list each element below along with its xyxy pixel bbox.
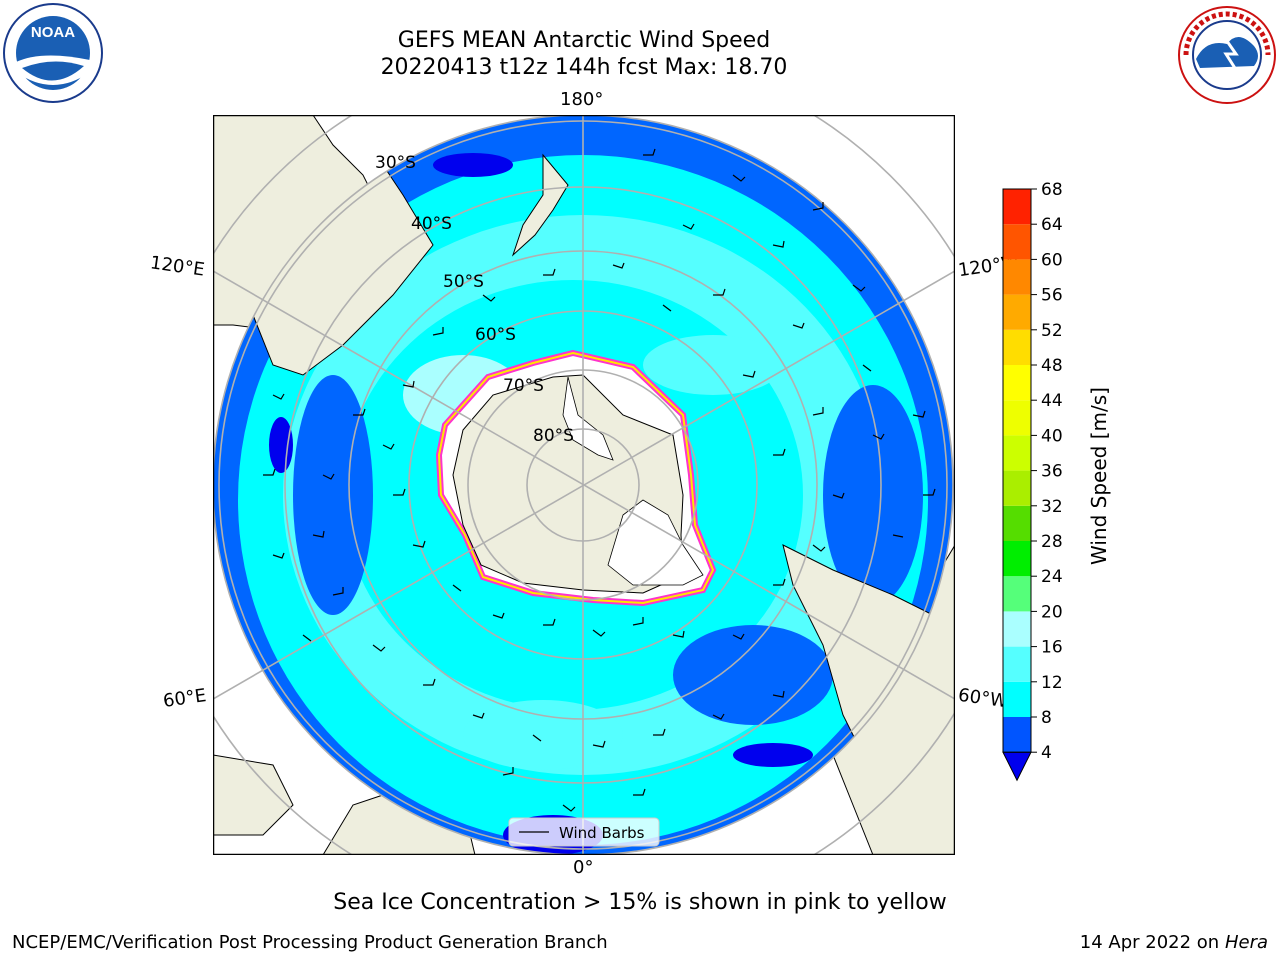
colorbar-tick-label: 24	[1041, 567, 1063, 587]
footer-date: 14 Apr 2022 on Hera	[1080, 932, 1268, 953]
colorbar-segment	[1003, 541, 1031, 577]
lon-label-120e: 120°E	[148, 252, 206, 281]
colorbar-label: Wind Speed [m/s]	[1087, 387, 1111, 565]
footer-date-prefix: 14 Apr 2022 on	[1079, 932, 1225, 953]
polar-map: 30°S 40°S 50°S 60°S 70°S 80°S Wind Barbs	[213, 115, 955, 855]
sea-ice-note: Sea Ice Concentration > 15% is shown in …	[333, 890, 947, 915]
noaa-logo: NOAA	[3, 3, 103, 103]
colorbar-tick-label: 56	[1041, 286, 1063, 306]
colorbar-segment	[1003, 189, 1031, 225]
colorbar-segment	[1003, 259, 1031, 295]
lat-label-70s: 70°S	[503, 376, 544, 396]
colorbar-segment	[1003, 435, 1031, 471]
colorbar-tick-label: 44	[1041, 391, 1063, 411]
colorbar-tick-label: 60	[1041, 250, 1063, 270]
colorbar-segment	[1003, 505, 1031, 541]
legend-label: Wind Barbs	[559, 824, 645, 842]
colorbar-segment	[1003, 294, 1031, 330]
lon-label-180: 180°	[560, 89, 604, 110]
colorbar-tick-label: 4	[1041, 743, 1052, 763]
colorbar-tick-label: 52	[1041, 321, 1063, 341]
lat-label-80s: 80°S	[533, 426, 574, 446]
colorbar-segment	[1003, 224, 1031, 260]
colorbar-tick-label: 12	[1041, 673, 1063, 693]
colorbar-segment	[1003, 329, 1031, 365]
lon-label-0: 0°	[573, 857, 594, 878]
colorbar-segment	[1003, 365, 1031, 401]
footer-branch: NCEP/EMC/Verification Post Processing Pr…	[12, 932, 608, 953]
lon-label-60e: 60°E	[161, 685, 208, 712]
colorbar-segment	[1003, 470, 1031, 506]
graticule	[213, 115, 955, 855]
wind-barbs	[263, 148, 936, 812]
colorbar-tick-label: 64	[1041, 215, 1063, 235]
antarctica	[435, 349, 717, 607]
colorbar-tick-label: 36	[1041, 462, 1063, 482]
colorbar-tick-label: 16	[1041, 638, 1063, 658]
colorbar-segment	[1003, 400, 1031, 436]
noaa-logo-text: NOAA	[31, 24, 75, 41]
footer-host: Hera	[1224, 932, 1268, 953]
lat-label-50s: 50°S	[443, 272, 484, 292]
lat-label-30s: 30°S	[375, 153, 416, 173]
lat-label-40s: 40°S	[411, 214, 452, 234]
colorbar-segment	[1003, 576, 1031, 612]
colorbar-tick-label: 48	[1041, 356, 1063, 376]
chart-title: GEFS MEAN Antarctic Wind Speed	[397, 28, 771, 53]
colorbar-segment	[1003, 717, 1031, 753]
colorbar-tick-label: 32	[1041, 497, 1063, 517]
colorbar-segment	[1003, 681, 1031, 717]
colorbar-tick-label: 28	[1041, 532, 1063, 552]
colorbar-tick-label: 8	[1041, 708, 1052, 728]
colorbar-label-wrap: Wind Speed [m/s]	[1084, 376, 1114, 576]
colorbar-segment	[1003, 646, 1031, 682]
chart-subtitle: 20220413 t12z 144h fcst Max: 18.70	[380, 55, 788, 80]
wind-barb-legend: Wind Barbs	[508, 817, 660, 847]
colorbar-tick-label: 68	[1041, 180, 1063, 200]
colorbar-tick-label: 40	[1041, 426, 1063, 446]
colorbar-segment	[1003, 611, 1031, 647]
colorbar-under-triangle	[1002, 751, 1032, 782]
nws-logo	[1178, 6, 1276, 104]
colorbar-tick-label: 20	[1041, 602, 1063, 622]
lat-label-60s: 60°S	[475, 325, 516, 345]
